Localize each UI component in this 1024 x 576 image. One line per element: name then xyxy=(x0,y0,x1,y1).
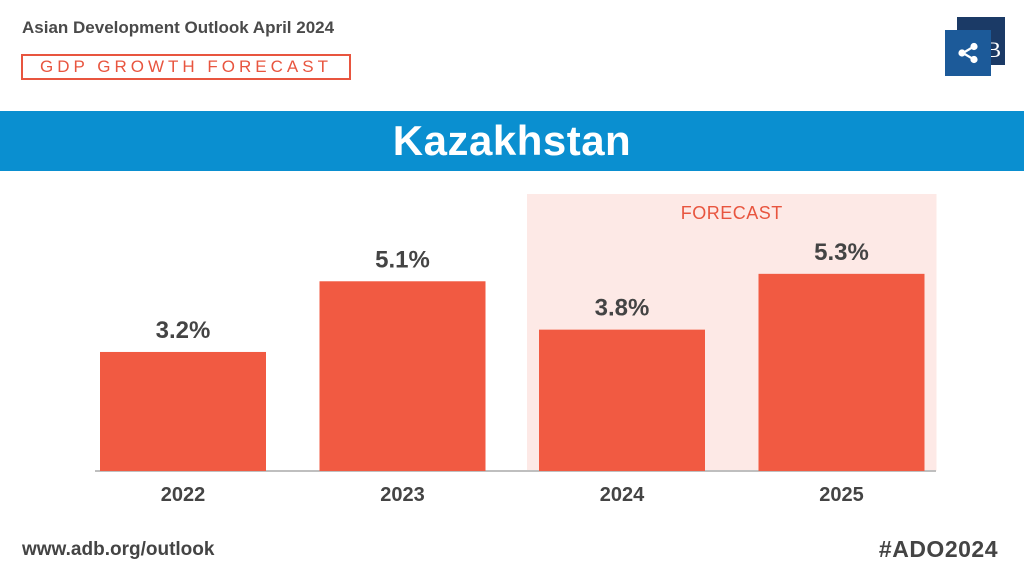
bar-2022 xyxy=(100,351,266,471)
publication-title: Asian Development Outlook April 2024 xyxy=(22,18,335,37)
tick-label-2023: 2023 xyxy=(380,484,425,506)
tick-label-2025: 2025 xyxy=(819,484,864,506)
footer-hashtag: #ADO2024 xyxy=(878,536,998,562)
value-label-2024: 3.8% xyxy=(595,295,650,322)
forecast-label: FORECAST xyxy=(681,203,783,223)
country-title: Kazakhstan xyxy=(392,117,632,164)
bar-2024 xyxy=(539,329,705,471)
bar-2023 xyxy=(319,281,486,471)
share-icon xyxy=(958,42,978,64)
tick-label-2022: 2022 xyxy=(161,484,206,506)
value-label-2023: 5.1% xyxy=(375,246,430,273)
gdp-growth-forecast-badge: GDP GROWTH FORECAST xyxy=(21,54,351,80)
footer-url-link[interactable]: www.adb.org/outlook xyxy=(22,539,215,560)
value-label-2025: 5.3% xyxy=(814,239,869,266)
value-label-2022: 3.2% xyxy=(156,317,211,344)
tick-label-2024: 2024 xyxy=(600,484,645,506)
bar-2025 xyxy=(758,273,925,471)
country-banner: Kazakhstan xyxy=(0,111,1024,171)
badge-label: GDP GROWTH FORECAST xyxy=(40,57,332,76)
share-button[interactable] xyxy=(945,30,991,76)
